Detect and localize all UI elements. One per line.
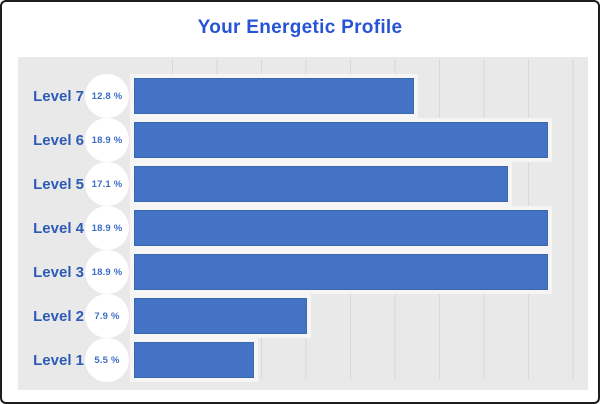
bar	[134, 78, 415, 114]
bar-track	[134, 206, 588, 250]
bar-track	[134, 294, 588, 338]
level-label: Level 6	[33, 131, 84, 149]
percent-badge: 12.8 %	[85, 74, 129, 118]
chart-row: Level 5 17.1 %	[18, 162, 588, 206]
level-label: Level 5	[33, 175, 84, 193]
percent-badge: 7.9 %	[85, 294, 129, 338]
percent-badge: 18.9 %	[85, 206, 129, 250]
bar	[134, 122, 548, 158]
percent-badge: 5.5 %	[85, 338, 129, 382]
page-title: Your Energetic Profile	[197, 17, 403, 38]
chart-row: Level 6 18.9 %	[18, 118, 588, 162]
bar	[134, 210, 548, 246]
level-label: Level 2	[33, 307, 84, 325]
bar-track	[134, 250, 588, 294]
chart-row: Level 4 18.9 %	[18, 206, 588, 250]
chart-row: Level 7 12.8 %	[18, 74, 588, 118]
bar-track	[134, 162, 588, 206]
chart-row: Level 1 5.5 %	[18, 338, 588, 382]
bar-track	[134, 338, 588, 382]
percent-badge: 18.9 %	[85, 250, 129, 294]
bar	[134, 166, 509, 202]
chart-row: Level 3 18.9 %	[18, 250, 588, 294]
level-label: Level 7	[33, 87, 84, 105]
bar-rows: Level 7 12.8 % Level 6 18.9 % Level 5 17.1 % L…	[18, 74, 588, 382]
level-label: Level 4	[33, 219, 84, 237]
percent-badge: 18.9 %	[85, 118, 129, 162]
bar	[134, 254, 548, 290]
chart-panel: Level 7 12.8 % Level 6 18.9 % Level 5 17.1 % L…	[18, 57, 588, 390]
level-label: Level 1	[33, 351, 84, 369]
chart-row: Level 2 7.9 %	[18, 294, 588, 338]
bar	[134, 298, 307, 334]
bar	[134, 342, 255, 378]
percent-badge: 17.1 %	[85, 162, 129, 206]
bar-track	[134, 74, 588, 118]
bar-track	[134, 118, 588, 162]
level-label: Level 3	[33, 263, 84, 281]
